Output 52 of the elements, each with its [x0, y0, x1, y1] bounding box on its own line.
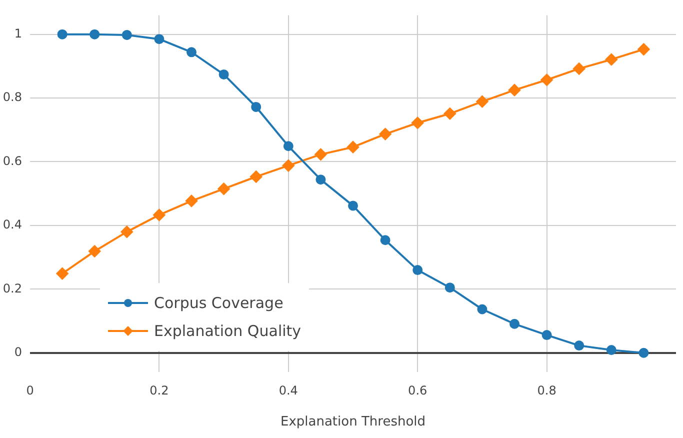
y-tick-label: 0.8 [2, 90, 22, 104]
legend-label: Explanation Quality [154, 321, 302, 342]
y-tick-label: 0.2 [2, 281, 22, 296]
point [540, 74, 553, 86]
point [444, 282, 455, 293]
point [412, 116, 424, 129]
point [348, 200, 358, 211]
x-axis-title: Explanation Threshold [280, 414, 426, 430]
point [154, 34, 164, 44]
y-tick-label: 1 [14, 26, 22, 40]
point [90, 29, 100, 40]
x-tick-label: 0.2 [150, 383, 169, 398]
point [218, 182, 230, 195]
point [122, 30, 132, 40]
point [316, 174, 326, 185]
point [186, 194, 198, 207]
x-tick-label: 0 [26, 383, 34, 398]
point [380, 235, 390, 246]
point [477, 304, 488, 314]
point [250, 170, 262, 183]
point [251, 102, 262, 112]
point [574, 340, 584, 351]
legend-label: Corpus Coverage [154, 293, 284, 314]
y-tick-label: 0 [14, 345, 22, 360]
point [56, 268, 68, 280]
x-tick-label: 0.6 [408, 383, 428, 398]
point [638, 43, 650, 56]
point [476, 96, 488, 108]
point [379, 128, 392, 140]
point [412, 265, 423, 276]
x-tick-label: 0.8 [537, 383, 556, 398]
point [282, 160, 294, 172]
point [57, 29, 68, 40]
point [186, 47, 196, 58]
point [283, 141, 294, 152]
point [638, 348, 649, 358]
point [218, 69, 229, 80]
point [120, 226, 133, 238]
point [542, 330, 552, 340]
point [444, 108, 456, 120]
point [88, 245, 101, 258]
point [153, 208, 166, 221]
point [573, 62, 586, 75]
point [606, 345, 616, 356]
point [508, 84, 520, 96]
point [314, 148, 327, 160]
point [605, 53, 618, 66]
y-tick-label: 0.6 [2, 154, 22, 168]
y-tick-label: 0.4 [2, 218, 22, 232]
x-tick-label: 0.4 [278, 383, 298, 398]
point [347, 141, 359, 154]
point [510, 318, 520, 329]
